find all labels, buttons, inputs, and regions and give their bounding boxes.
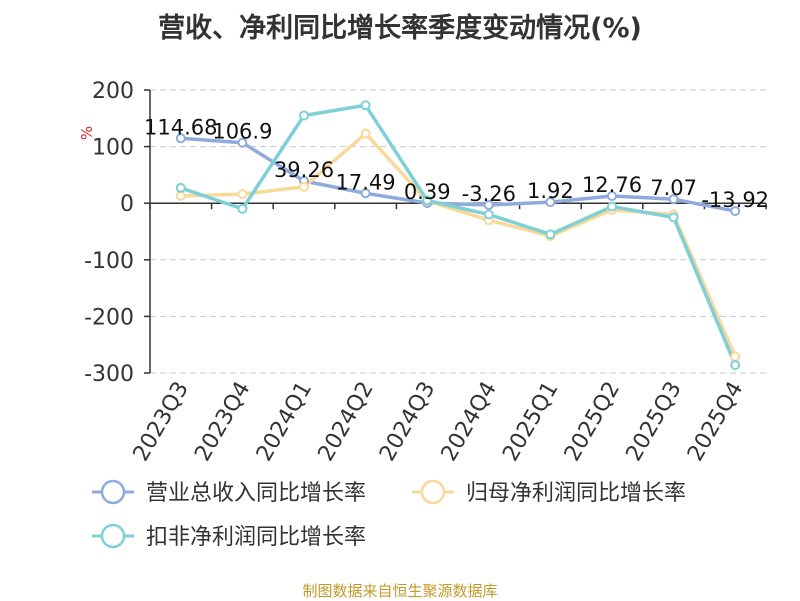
legend-label-0: 营业总收入同比增长率 xyxy=(146,481,366,506)
legend-marker-1 xyxy=(420,479,446,505)
series-0-point-2023Q3 xyxy=(175,133,186,144)
data-label-2024Q3: 0.39 xyxy=(404,180,451,204)
series-1-point-2024Q1 xyxy=(299,181,309,192)
series-2-point-2024Q3 xyxy=(422,195,433,206)
y-tick-label-0: 200 xyxy=(92,79,134,104)
data-label-2023Q3: 114.68 xyxy=(144,115,217,139)
x-tick-label-2025Q4: 2025Q4 xyxy=(683,378,748,466)
series-2-point-2024Q4 xyxy=(483,209,494,220)
y-tick-label-5: -300 xyxy=(84,362,134,387)
data-label-2024Q2: 17.49 xyxy=(336,170,396,194)
x-tick-label-2025Q1: 2025Q1 xyxy=(498,378,563,466)
series-1-point-2023Q4 xyxy=(237,189,248,200)
x-tick-label-2024Q3: 2024Q3 xyxy=(375,378,440,466)
y-tick-label-2: 0 xyxy=(120,192,134,217)
x-tick-label-2023Q4: 2023Q4 xyxy=(190,378,255,466)
y-axis-label: % xyxy=(78,126,96,140)
x-tick-label-2024Q4: 2024Q4 xyxy=(437,378,502,466)
series-0-point-2025Q4 xyxy=(730,206,741,217)
series-0-point-2025Q3 xyxy=(668,194,679,205)
series-0-point-2024Q2 xyxy=(360,188,371,199)
series-2-point-2024Q1 xyxy=(299,110,309,121)
x-tick-label-2024Q1: 2024Q1 xyxy=(252,378,317,466)
data-label-2024Q1: 39.26 xyxy=(274,158,334,182)
x-tick-label-2024Q2: 2024Q2 xyxy=(313,378,378,466)
series-2-point-2025Q1 xyxy=(545,229,556,240)
series-line-1 xyxy=(180,131,737,358)
y-tick-label-1: 100 xyxy=(92,136,134,161)
y-tick-label-3: -100 xyxy=(84,249,134,274)
data-label-2025Q2: 12.76 xyxy=(582,173,642,197)
series-2-point-2023Q3 xyxy=(175,182,186,193)
legend-label-2: 扣非净利润同比增长率 xyxy=(146,525,366,550)
series-2-point-2025Q4 xyxy=(730,360,741,371)
data-label-2025Q3: 7.07 xyxy=(650,176,697,200)
x-tick-label-2025Q3: 2025Q3 xyxy=(621,378,686,466)
data-label-2023Q4: 106.9 xyxy=(212,120,272,144)
series-0-point-2024Q4 xyxy=(483,200,494,211)
series-2-point-2025Q3 xyxy=(668,212,679,223)
chart-title: 营收、净利同比增长率季度变动情况(%) xyxy=(158,13,642,44)
series-1-point-2024Q2 xyxy=(360,128,371,139)
x-tick-label-2023Q3: 2023Q3 xyxy=(129,378,194,466)
data-label-2024Q4: -3.26 xyxy=(462,182,516,206)
series-0-point-2025Q2 xyxy=(607,190,617,201)
legend-marker-2 xyxy=(100,523,126,549)
x-tick-label-2025Q2: 2025Q2 xyxy=(560,378,625,466)
series-1-point-2023Q3 xyxy=(175,190,186,201)
series-1-point-2025Q4 xyxy=(730,351,741,362)
series-2-point-2024Q2 xyxy=(360,100,371,111)
series-0-point-2023Q4 xyxy=(237,137,248,148)
legend-label-1: 归母净利润同比增长率 xyxy=(466,481,686,506)
series-line-2 xyxy=(180,103,737,366)
source-note: 制图数据来自恒生聚源数据库 xyxy=(302,582,498,600)
data-label-2025Q1: 1.92 xyxy=(527,179,574,203)
series-2-point-2023Q4 xyxy=(237,203,248,214)
series-0-point-2025Q1 xyxy=(545,197,556,208)
legend-marker-0 xyxy=(100,479,126,505)
data-label-2025Q4: -13.92 xyxy=(701,188,769,212)
y-tick-label-4: -200 xyxy=(84,305,134,330)
series-2-point-2025Q2 xyxy=(607,201,617,212)
